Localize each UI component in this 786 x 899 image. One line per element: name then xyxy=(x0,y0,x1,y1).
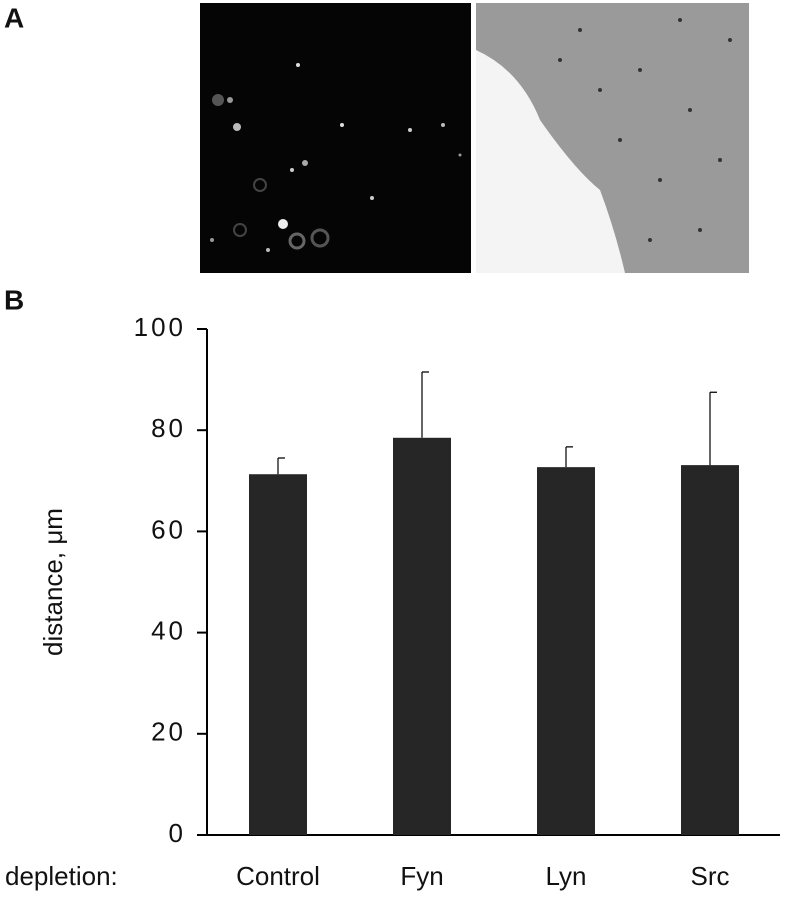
error-bar xyxy=(277,457,285,475)
error-bar xyxy=(709,391,717,466)
panel-label: A xyxy=(4,2,24,33)
y-tick-label: 60 xyxy=(151,514,186,544)
y-tick-label: 20 xyxy=(151,717,186,747)
bar xyxy=(537,467,595,835)
y-axis-label: distance, μm xyxy=(38,508,68,656)
x-tick-label: Lyn xyxy=(546,861,587,891)
x-axis-label: depletion: xyxy=(5,861,118,891)
fluorescence-image xyxy=(200,3,471,273)
phase-contrast-image xyxy=(476,3,749,273)
y-tick-label: 80 xyxy=(151,413,186,443)
x-tick-label: Fyn xyxy=(400,861,443,891)
error-bar xyxy=(565,446,573,468)
error-bar xyxy=(421,371,429,438)
y-tick-label: 40 xyxy=(151,615,186,645)
x-tick-label: Control xyxy=(236,861,320,891)
bar xyxy=(681,465,739,835)
y-tick-label: 100 xyxy=(134,312,186,342)
bar xyxy=(393,437,451,835)
bar xyxy=(249,474,307,835)
x-tick-label: Src xyxy=(691,861,730,891)
y-tick-label: 0 xyxy=(169,818,186,848)
panel-label: B xyxy=(4,284,24,315)
